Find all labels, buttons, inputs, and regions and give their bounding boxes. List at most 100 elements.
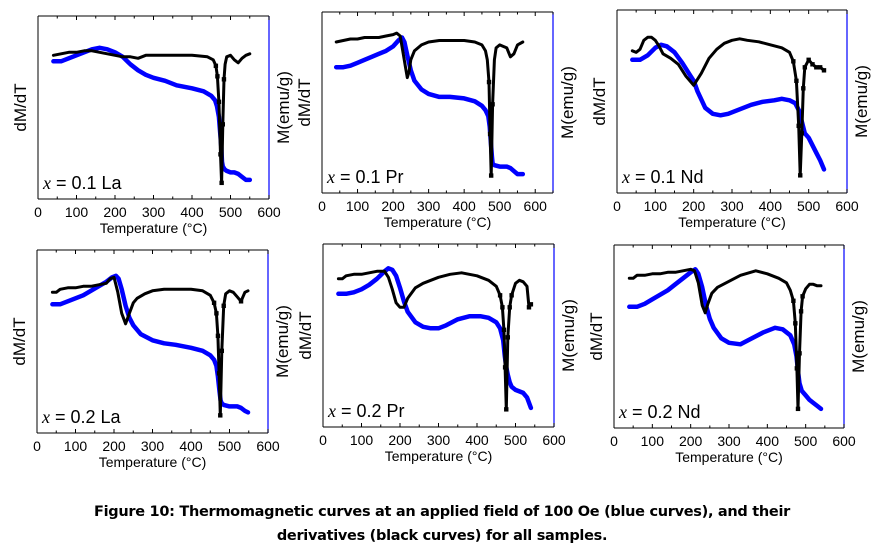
sample-annotation: x = 0.2 La: [41, 407, 122, 427]
annotation-variable: x: [42, 173, 51, 193]
derivative-point: [791, 298, 796, 304]
magnetization-curve: [336, 266, 534, 411]
x-tick-label: 400: [179, 438, 203, 454]
x-tick-label: 500: [218, 438, 242, 454]
x-tick-label: 0: [613, 198, 621, 214]
annotation-variable: x: [41, 407, 50, 427]
sample-annotation: x = 0.1 Nd: [621, 167, 704, 187]
annotation-variable: x: [326, 167, 335, 187]
derivative-point: [794, 78, 799, 84]
x-tick-label: 300: [427, 432, 451, 448]
derivative-point: [791, 59, 796, 64]
x-tick-label: 0: [610, 433, 618, 449]
derivative-point: [797, 351, 802, 356]
derivative-point: [509, 293, 514, 298]
derivative-point: [502, 365, 508, 370]
y-axis-title-left: dM/dT: [295, 78, 314, 126]
derivative-point: [219, 348, 224, 354]
derivative-point: [806, 57, 811, 63]
y-axis-title-left: dM/dT: [11, 83, 30, 131]
caption-line-1: Figure 10: Thermomagnetic curves at an a…: [94, 504, 790, 520]
x-tick-label: 600: [524, 198, 548, 214]
derivative-point: [800, 294, 805, 299]
derivative-point: [796, 123, 801, 129]
derivative-point: [490, 102, 495, 107]
x-tick-label: 500: [797, 198, 821, 214]
x-tick-label: 200: [102, 438, 126, 454]
x-tick-label: 300: [720, 198, 744, 214]
derivative-point: [220, 122, 225, 127]
x-tick-label: 0: [319, 432, 327, 448]
sample-annotation: x = 0.2 Nd: [618, 402, 701, 422]
chart-panel-x01Pr: 0 100 200 300 400 500 600 Temperature (°C) dM/dT…: [295, 11, 577, 230]
x-tick-label: 0: [33, 438, 41, 454]
annotation-value: = 0.2 Pr: [336, 401, 405, 421]
x-tick-label: 200: [103, 204, 127, 220]
magnetization-curve: [50, 273, 251, 415]
annotation-value: = 0.2 La: [50, 407, 122, 427]
x-tick-label: 100: [644, 198, 668, 214]
derivative-point: [488, 173, 494, 178]
sample-annotation: x = 0.1 La: [42, 173, 123, 193]
derivative-point: [215, 74, 220, 79]
derivative-point: [221, 77, 227, 82]
x-tick-label: 400: [180, 204, 204, 220]
sample-annotation: x = 0.2 Pr: [327, 401, 405, 421]
x-tick-label: 100: [350, 432, 374, 448]
derivative-point: [814, 65, 819, 70]
x-tick-label: 600: [257, 204, 281, 220]
derivative-point: [801, 86, 806, 91]
derivative-point: [505, 335, 510, 340]
x-tick-label: 600: [256, 438, 280, 454]
derivative-point: [238, 299, 244, 304]
x-tick-label: 100: [641, 433, 665, 449]
y-axis-title-left: dM/dT: [296, 311, 315, 359]
magnetization-curve: [333, 35, 526, 177]
y-axis-title-right: M(emu/g): [274, 71, 293, 144]
annotation-variable: x: [327, 401, 336, 421]
derivative-point: [221, 303, 226, 309]
y-axis-title-right: M(emu/g): [849, 300, 868, 373]
magnetization-curve: [630, 42, 827, 172]
derivative-point: [793, 321, 798, 326]
magnetization-curve: [51, 45, 253, 183]
derivative-point: [802, 65, 808, 70]
derivative-point: [213, 63, 219, 69]
x-tick-label: 600: [542, 432, 566, 448]
x-axis-title: Temperature (°C): [384, 214, 492, 230]
x-tick-label: 600: [832, 433, 856, 449]
x-tick-label: 500: [488, 198, 512, 214]
derivative-point: [497, 293, 503, 298]
derivative-point: [500, 305, 505, 310]
derivative-point: [526, 305, 532, 310]
chart-panel-x02Nd: 0 100 200 300 400 500 600 Temperature (°C) dM/dT…: [587, 244, 868, 465]
derivative-point: [821, 68, 827, 73]
derivative-point: [798, 173, 803, 178]
x-tick-label: 500: [219, 204, 243, 220]
derivative-curve: [50, 275, 250, 417]
x-axis-title: Temperature (°C): [678, 214, 786, 230]
derivative-point: [795, 406, 801, 412]
y-axis-title-right: M(emu/g): [273, 305, 292, 378]
chart-panel-x02Pr: 0 100 200 300 400 500 600 Temperature (°C) dM/dT…: [296, 243, 578, 464]
x-tick-label: 200: [682, 198, 706, 214]
figure-caption: Figure 10: Thermomagnetic curves at an a…: [0, 500, 884, 548]
x-tick-label: 400: [759, 198, 783, 214]
x-tick-label: 300: [141, 438, 165, 454]
derivative-curve: [627, 267, 823, 411]
x-tick-label: 100: [64, 438, 88, 454]
derivative-point: [528, 302, 534, 307]
x-axis-title: Temperature (°C): [99, 454, 207, 470]
sample-annotation: x = 0.1 Pr: [326, 167, 404, 187]
x-tick-label: 400: [465, 432, 489, 448]
derivative-point: [486, 79, 492, 85]
x-axis-title: Temperature (°C): [385, 448, 493, 464]
derivative-point: [798, 309, 804, 314]
x-tick-label: 200: [388, 432, 412, 448]
annotation-variable: x: [618, 402, 627, 422]
caption-line-2: derivatives (black curves) for all sampl…: [276, 528, 608, 544]
derivative-point: [218, 413, 223, 418]
y-axis-title-left: dM/dT: [10, 317, 29, 365]
magnetization-curve: [627, 267, 824, 412]
x-tick-label: 400: [452, 198, 476, 214]
